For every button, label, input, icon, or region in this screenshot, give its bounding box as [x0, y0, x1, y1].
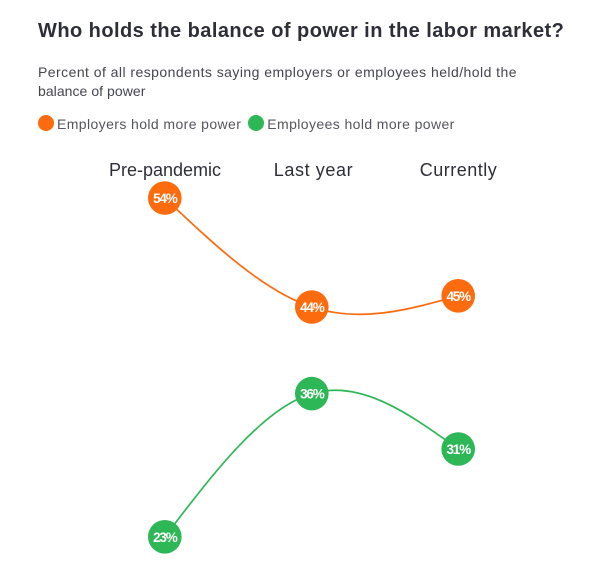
svg-text:44%: 44%: [300, 300, 325, 315]
svg-text:31%: 31%: [446, 442, 471, 457]
svg-text:45%: 45%: [446, 289, 471, 304]
svg-text:36%: 36%: [300, 387, 325, 402]
svg-text:23%: 23%: [153, 530, 178, 545]
svg-text:54%: 54%: [153, 191, 178, 206]
